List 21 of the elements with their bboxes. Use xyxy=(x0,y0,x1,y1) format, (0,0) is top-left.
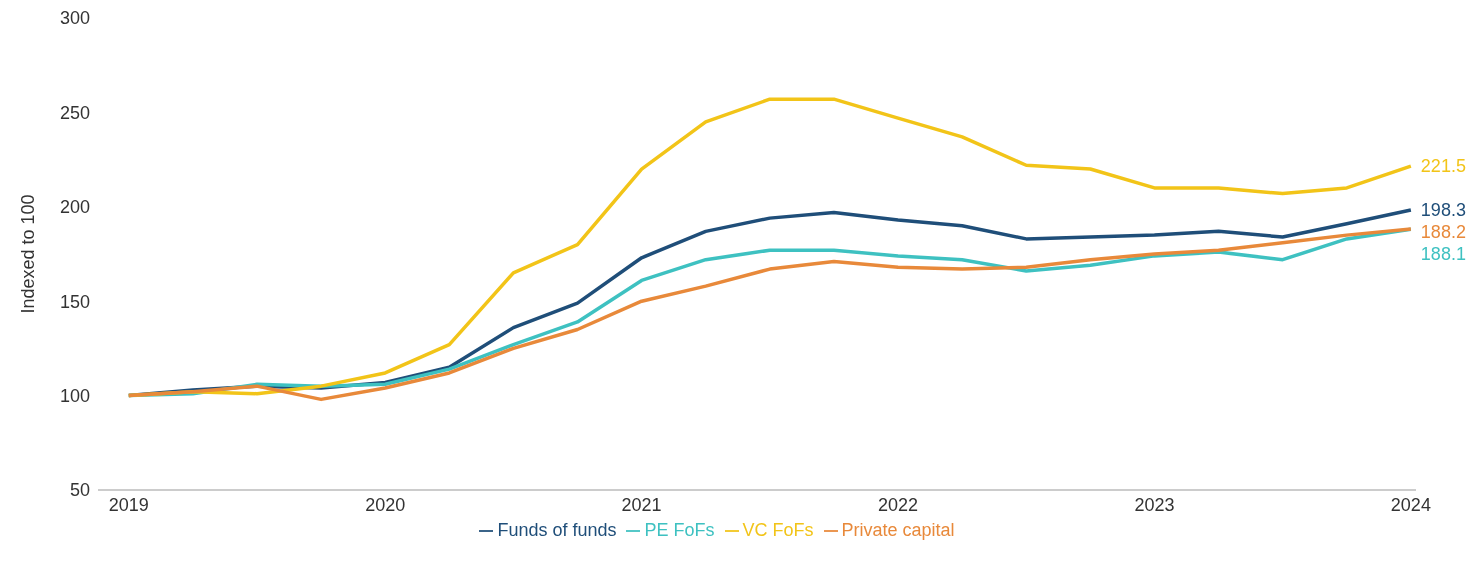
x-tick-label: 2022 xyxy=(878,494,919,515)
data-label: 188.1 xyxy=(1420,244,1466,265)
legend-label: Private capital xyxy=(841,520,955,540)
y-tick-label: 250 xyxy=(59,102,90,123)
data-label: 221.5 xyxy=(1420,156,1466,177)
y-tick-label: 150 xyxy=(59,291,90,312)
legend-label: VC FoFs xyxy=(742,520,814,540)
legend-label: PE FoFs xyxy=(644,520,715,540)
y-tick-label: 300 xyxy=(59,8,90,29)
x-tick-label: 2019 xyxy=(108,494,149,515)
data-label: 198.3 xyxy=(1420,200,1466,221)
legend-label: Funds of funds xyxy=(497,520,617,540)
y-axis-title: Indexed to 100 xyxy=(18,194,39,314)
y-tick-label: 200 xyxy=(59,197,90,218)
x-tick-label: 2023 xyxy=(1134,494,1175,515)
data-label: 188.2 xyxy=(1420,222,1466,243)
y-tick-label: 50 xyxy=(69,480,90,501)
x-tick-label: 2020 xyxy=(365,494,406,515)
x-tick-label: 2021 xyxy=(621,494,662,515)
x-tick-label: 2024 xyxy=(1390,494,1431,515)
y-tick-label: 100 xyxy=(59,385,90,406)
